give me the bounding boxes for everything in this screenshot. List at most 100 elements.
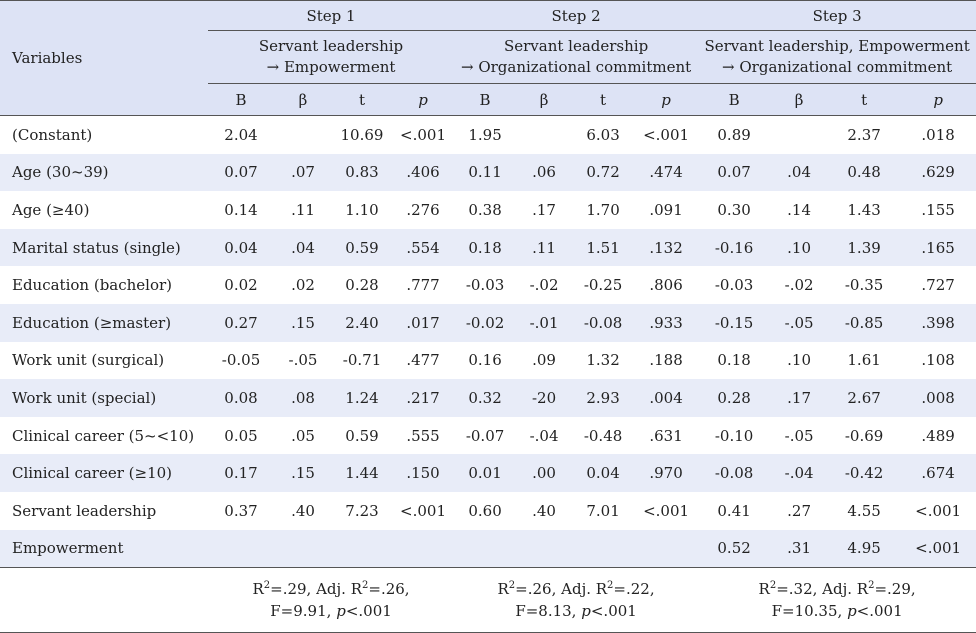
table-row: (Constant) 2.04 10.69 <.001 1.95 6.03 <.001 0.8… xyxy=(0,116,976,154)
cell-s3-beta: -.05 xyxy=(770,304,828,342)
step-3-model: Servant leadership, Empowerment → Organiz… xyxy=(698,31,976,84)
col-beta: β xyxy=(274,84,332,116)
cell-s1-p: .777 xyxy=(392,266,454,304)
col-beta: β xyxy=(516,84,572,116)
cell-s2-p: .132 xyxy=(634,229,698,267)
cell-s2-beta: .00 xyxy=(516,454,572,492)
cell-s2-p: .004 xyxy=(634,379,698,417)
table-row: Marital status (single) 0.04.04 0.59.554 0.… xyxy=(0,229,976,267)
variables-header: Variables xyxy=(0,1,208,116)
cell-s3-p: .155 xyxy=(900,191,976,229)
cell-s1-p: <.001 xyxy=(392,116,454,154)
cell-s3-b: 0.28 xyxy=(698,379,770,417)
cell-s2-t xyxy=(572,530,634,568)
cell-s2-b: 0.01 xyxy=(454,454,516,492)
cell-s2-t: -0.48 xyxy=(572,417,634,455)
cell-s3-p: <.001 xyxy=(900,530,976,568)
step-1-header: Step 1 xyxy=(208,1,454,31)
cell-s1-b: 0.17 xyxy=(208,454,274,492)
cell-s2-p: .091 xyxy=(634,191,698,229)
col-t: t xyxy=(572,84,634,116)
footer-spacer xyxy=(0,568,208,633)
cell-s1-p: .217 xyxy=(392,379,454,417)
step-2-model: Servant leadership → Organizational commi… xyxy=(454,31,698,84)
cell-s2-beta: .40 xyxy=(516,492,572,530)
variable-name: Work unit (surgical) xyxy=(0,342,208,380)
cell-s1-p xyxy=(392,530,454,568)
cell-s3-p: .398 xyxy=(900,304,976,342)
cell-s2-t: 0.04 xyxy=(572,454,634,492)
cell-s2-b: -0.07 xyxy=(454,417,516,455)
cell-s2-t: 1.51 xyxy=(572,229,634,267)
cell-s3-p: .727 xyxy=(900,266,976,304)
cell-s2-beta: -.01 xyxy=(516,304,572,342)
cell-s1-t: 1.44 xyxy=(332,454,392,492)
variable-name: Age (30~39) xyxy=(0,154,208,192)
cell-s1-b: 0.04 xyxy=(208,229,274,267)
cell-s2-p: .474 xyxy=(634,154,698,192)
cell-s3-t: 1.39 xyxy=(828,229,900,267)
cell-s2-beta: -20 xyxy=(516,379,572,417)
cell-s2-b: 0.32 xyxy=(454,379,516,417)
cell-s1-beta: .40 xyxy=(274,492,332,530)
cell-s3-t: 1.43 xyxy=(828,191,900,229)
cell-s3-p: .629 xyxy=(900,154,976,192)
step-2-fit: R2=.26, Adj. R2=.22, F=8.13, p<.001 xyxy=(454,568,698,633)
cell-s3-t: -0.85 xyxy=(828,304,900,342)
cell-s3-beta: .31 xyxy=(770,530,828,568)
cell-s1-beta xyxy=(274,530,332,568)
cell-s1-p: .477 xyxy=(392,342,454,380)
table-row: Education (bachelor) 0.02 .02 0.28 .777 -0.03… xyxy=(0,266,976,304)
cell-s1-t: 10.69 xyxy=(332,116,392,154)
cell-s3-b: -0.08 xyxy=(698,454,770,492)
cell-s1-beta: .05 xyxy=(274,417,332,455)
cell-s2-p: .806 xyxy=(634,266,698,304)
cell-s1-b: -0.05 xyxy=(208,342,274,380)
cell-s2-beta xyxy=(516,116,572,154)
cell-s3-p: .008 xyxy=(900,379,976,417)
variable-name: Work unit (special) xyxy=(0,379,208,417)
step-3-fit: R2=.32, Adj. R2=.29, F=10.35, p<.001 xyxy=(698,568,976,633)
cell-s2-t: 2.93 xyxy=(572,379,634,417)
col-t: t xyxy=(828,84,900,116)
variable-name: (Constant) xyxy=(0,116,208,154)
cell-s2-t: 0.72 xyxy=(572,154,634,192)
cell-s3-beta: -.02 xyxy=(770,266,828,304)
table-row: Empowerment 0.52.31 4.95 <.001 xyxy=(0,530,976,568)
cell-s1-beta xyxy=(274,116,332,154)
cell-s3-b: -0.15 xyxy=(698,304,770,342)
cell-s2-p: .188 xyxy=(634,342,698,380)
cell-s1-beta: .08 xyxy=(274,379,332,417)
cell-s1-beta: .07 xyxy=(274,154,332,192)
cell-s3-beta: .27 xyxy=(770,492,828,530)
cell-s1-t: 1.24 xyxy=(332,379,392,417)
variable-name: Education (≥master) xyxy=(0,304,208,342)
cell-s1-b: 0.14 xyxy=(208,191,274,229)
cell-s3-b: 0.18 xyxy=(698,342,770,380)
cell-s2-t: -0.08 xyxy=(572,304,634,342)
cell-s1-p: .276 xyxy=(392,191,454,229)
cell-s3-t: 2.37 xyxy=(828,116,900,154)
cell-s3-p: .674 xyxy=(900,454,976,492)
cell-s1-t: 0.59 xyxy=(332,229,392,267)
cell-s3-b: -0.16 xyxy=(698,229,770,267)
cell-s3-t: 4.95 xyxy=(828,530,900,568)
cell-s1-p: .555 xyxy=(392,417,454,455)
cell-s1-beta: .11 xyxy=(274,191,332,229)
cell-s3-b: -0.10 xyxy=(698,417,770,455)
cell-s1-b: 0.07 xyxy=(208,154,274,192)
col-b: B xyxy=(454,84,516,116)
col-t: t xyxy=(332,84,392,116)
cell-s1-t: -0.71 xyxy=(332,342,392,380)
cell-s3-b: -0.03 xyxy=(698,266,770,304)
cell-s2-beta: .09 xyxy=(516,342,572,380)
cell-s2-beta: -.02 xyxy=(516,266,572,304)
col-beta: β xyxy=(770,84,828,116)
cell-s2-p: <.001 xyxy=(634,492,698,530)
col-b: B xyxy=(698,84,770,116)
cell-s1-beta: .04 xyxy=(274,229,332,267)
cell-s3-t: 2.67 xyxy=(828,379,900,417)
variable-name: Servant leadership xyxy=(0,492,208,530)
col-p: p xyxy=(392,84,454,116)
cell-s1-p: .406 xyxy=(392,154,454,192)
